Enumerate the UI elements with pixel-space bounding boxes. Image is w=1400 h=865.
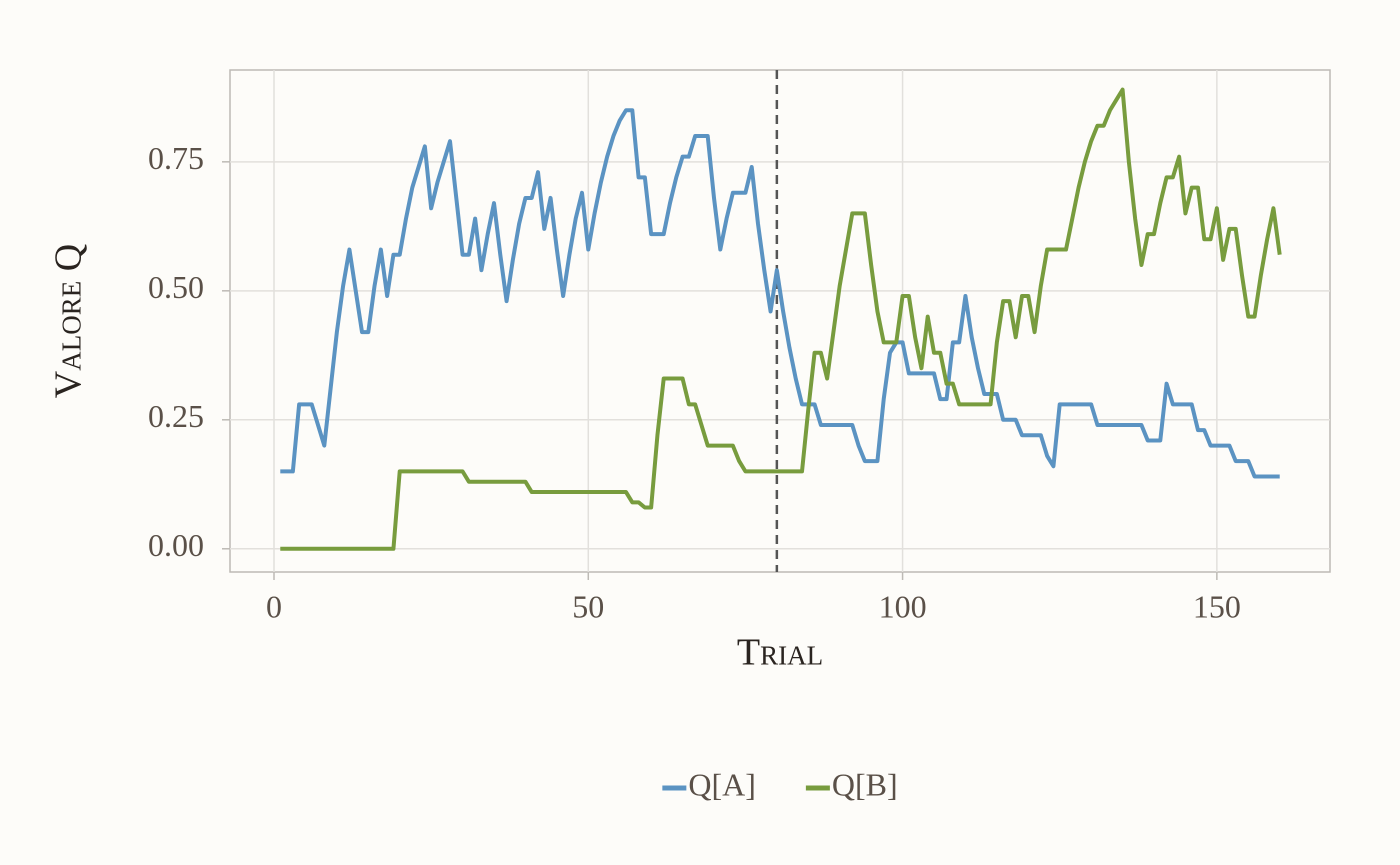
data-line [280,108,1280,479]
x-tick-label: 50 [572,588,604,624]
y-tick-label: 0.75 [148,140,204,176]
y-tick-label: 0.50 [148,269,204,305]
x-tick-label: 0 [266,588,282,624]
y-tick-label: 0.25 [148,398,204,434]
legend-label: Q[B] [832,766,898,802]
plot-panel [229,69,1331,573]
data-line [280,87,1282,551]
x-tick-label: 100 [879,588,927,624]
x-axis-title: Trial [737,632,823,674]
y-tick-label: 0.00 [148,527,204,563]
x-tick-label: 150 [1193,588,1241,624]
y-axis-title: Valore Q [48,244,90,398]
legend-label: Q[A] [688,766,756,802]
